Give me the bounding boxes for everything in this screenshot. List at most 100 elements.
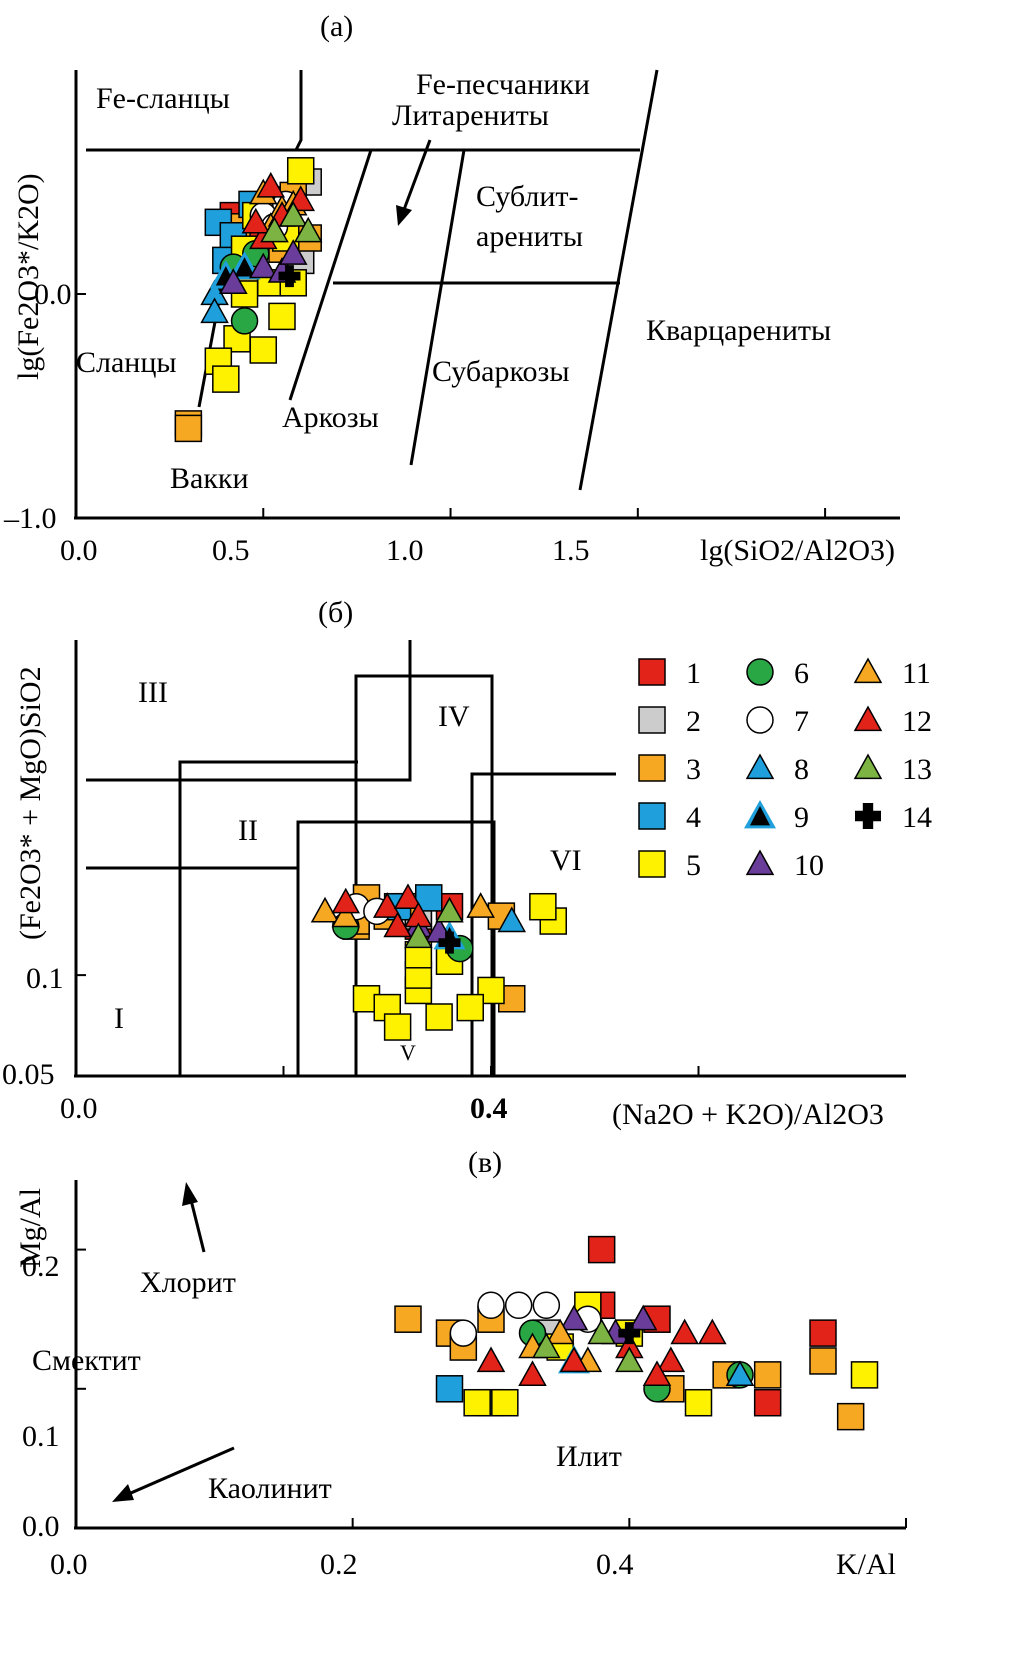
panel-a-ylabel: lg(Fe2O3*/K2O) (12, 173, 45, 380)
panel-c-points (394, 1235, 879, 1431)
data-point-series-11 (466, 892, 495, 918)
legend-marker-9 (744, 800, 776, 829)
data-point-series-10 (248, 252, 278, 279)
data-point-series-5 (456, 993, 484, 1022)
data-point-series-10 (628, 1304, 658, 1331)
data-point-series-13 (587, 1318, 616, 1345)
data-point-series-12 (698, 1318, 727, 1345)
panel-c-xtick-0: 0.0 (50, 1548, 88, 1581)
panel-c-ylabel: Mg/Al (14, 1188, 47, 1268)
data-point-series-8 (725, 1360, 755, 1387)
panel-c-ticks (75, 1248, 907, 1529)
data-point-series-11 (545, 1318, 575, 1345)
panel-b-xtick-0: 0.0 (60, 1092, 98, 1125)
legend-label-2: 2 (686, 705, 701, 738)
data-point-series-12 (256, 171, 286, 198)
field-label-vi: VI (550, 844, 582, 877)
legend-marker-12 (853, 705, 883, 732)
field-arrow-line (400, 139, 432, 216)
field-label-iii: III (138, 676, 168, 709)
legend-label-5: 5 (686, 849, 701, 882)
legend-marker-3 (638, 754, 666, 782)
data-point-series-12 (670, 1318, 699, 1345)
field-boundary-iv (354, 674, 494, 1076)
data-point-series-7 (449, 1319, 478, 1347)
panel-a-xtick-2: 1.0 (386, 534, 424, 567)
data-point-series-12 (559, 1346, 589, 1373)
field-arrow-head (396, 205, 412, 226)
data-point-series-1 (753, 1388, 782, 1417)
data-point-series-12 (518, 1360, 547, 1387)
legend-label-8: 8 (794, 753, 809, 786)
field-label-v: V (400, 1040, 416, 1065)
panel-a-ticks (75, 293, 827, 519)
data-point-series-10 (278, 239, 308, 265)
legend-marker-11 (853, 657, 883, 684)
legend-label-10: 10 (794, 849, 824, 882)
field-label-litharenite: Литарениты (392, 99, 549, 132)
data-point-series-13 (260, 216, 289, 243)
data-point-series-14 (438, 931, 461, 954)
legend-marker-4 (638, 802, 666, 830)
data-point-series-5 (529, 892, 557, 921)
panel-b-ytick-0: 0.1 (26, 962, 64, 995)
data-point-series-5 (491, 1388, 519, 1417)
data-point-series-7 (477, 1291, 505, 1320)
panel-a-xtick-0: 0.0 (60, 534, 98, 567)
field-label-arkose: Аркозы (282, 401, 379, 434)
panel-a-xlabel: lg(SiO2/Al2O3) (700, 534, 895, 567)
data-point-series-5 (463, 1388, 491, 1417)
data-point-series-5 (425, 1003, 453, 1031)
data-point-series-1 (809, 1319, 837, 1347)
legend-label-7: 7 (794, 705, 809, 738)
panel-c-ytick-1: 0.1 (22, 1420, 60, 1453)
data-point-series-4 (435, 1375, 464, 1403)
field-label-smectite: Смектит (32, 1344, 141, 1377)
panel-b-ytick-1: 0.05 (2, 1058, 55, 1091)
field-label-iv: IV (438, 700, 470, 733)
legend-label-11: 11 (902, 657, 931, 690)
panel-c-label: (в) (468, 1146, 502, 1179)
arrow-kaolinite-head (112, 1484, 134, 1502)
data-point-series-12 (656, 1346, 686, 1373)
legend-marker-14 (855, 803, 881, 829)
data-point-series-14 (278, 265, 301, 288)
legend-marker-10 (745, 849, 775, 876)
data-point-series-12 (383, 911, 412, 938)
field-label-chlorite: Хлорит (140, 1266, 236, 1299)
panel-a-label: (а) (320, 10, 353, 43)
data-point-series-13 (435, 896, 464, 923)
field-label-kaolinite: Каолинит (208, 1472, 332, 1505)
legend-label-6: 6 (794, 657, 809, 690)
data-point-series-5 (684, 1388, 713, 1417)
field-label-sublitharenite-2: арениты (476, 220, 583, 253)
field-label-wacke: Вакки (170, 462, 249, 495)
data-point-series-12 (476, 1346, 506, 1373)
panel-a: (а) Fe-сланцы Fe-песчаники Литарениты Су… (3, 10, 900, 567)
field-boundary-v (296, 820, 496, 1076)
data-point-series-11 (331, 901, 361, 928)
data-point-series-12 (393, 883, 423, 910)
field-boundary-vi (470, 772, 616, 1076)
field-label-shale: Сланцы (76, 346, 177, 379)
panel-b-xlabel: (Na2O + K2O)/Al2O3 (612, 1098, 884, 1131)
data-point-series-3 (753, 1361, 782, 1389)
panel-a-xtick-3: 1.5 (552, 534, 590, 567)
field-line-fe-shale-boundary (294, 70, 303, 151)
data-point-series-14 (618, 1322, 641, 1345)
data-point-series-5 (268, 302, 296, 331)
legend-label-14: 14 (902, 801, 932, 834)
field-label-subarkose: Субаркозы (432, 355, 570, 388)
data-point-series-11 (310, 896, 340, 923)
legend-marker-1 (638, 658, 666, 686)
data-point-series-13 (615, 1346, 644, 1373)
data-point-series-13 (532, 1332, 561, 1359)
legend-label-1: 1 (686, 657, 701, 690)
arrow-chlorite-head (182, 1182, 198, 1206)
data-point-series-7 (532, 1291, 561, 1320)
panel-b-ticks (75, 974, 700, 1077)
field-label-fe-sandstone: Fe-песчаники (416, 68, 590, 101)
panel-c-arrows (112, 1182, 235, 1502)
field-boundary-ii (178, 760, 358, 1076)
legend-marker-2 (638, 706, 666, 734)
